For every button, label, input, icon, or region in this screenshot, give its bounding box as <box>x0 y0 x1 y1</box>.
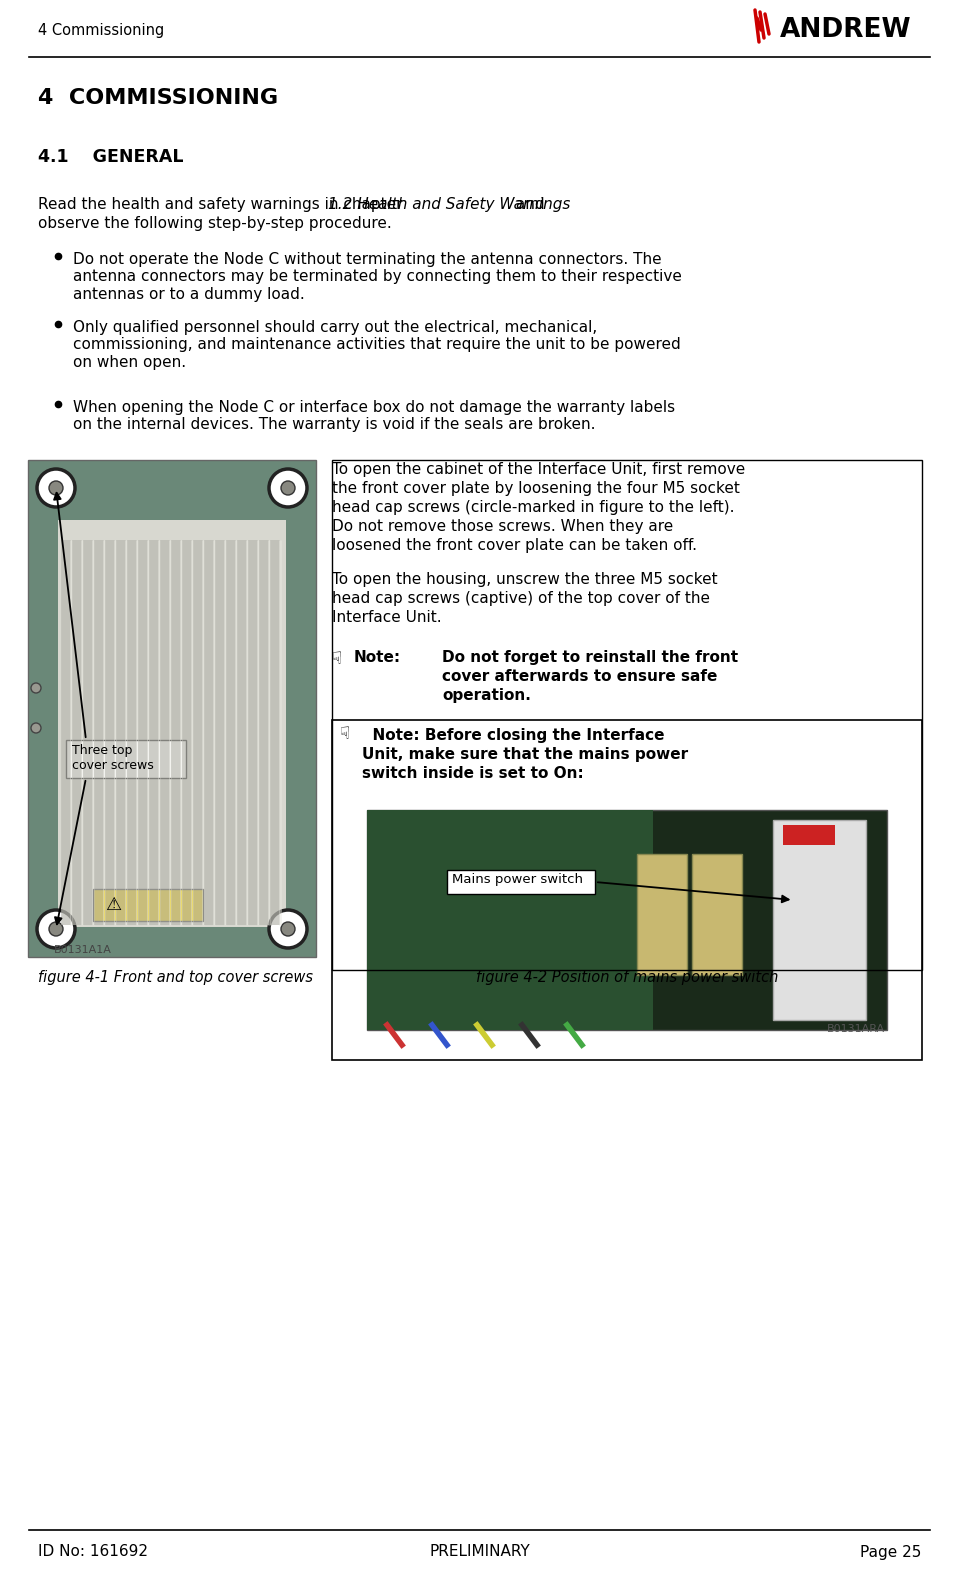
Circle shape <box>281 923 295 935</box>
Bar <box>783 825 835 846</box>
Text: operation.: operation. <box>442 689 531 703</box>
Text: figure 4-2 Position of mains power switch: figure 4-2 Position of mains power switc… <box>476 970 778 986</box>
Text: Interface Unit.: Interface Unit. <box>332 610 442 626</box>
Text: Mains power switch: Mains power switch <box>452 872 583 887</box>
Text: 4.1    GENERAL: 4.1 GENERAL <box>38 148 183 167</box>
Text: .: . <box>870 24 875 38</box>
Bar <box>58 520 286 927</box>
Text: 1.2 Health and Safety Warnings: 1.2 Health and Safety Warnings <box>328 196 571 212</box>
Circle shape <box>49 481 63 495</box>
Text: Do not remove those screws. When they are: Do not remove those screws. When they ar… <box>332 519 673 534</box>
Text: 4  COMMISSIONING: 4 COMMISSIONING <box>38 88 278 108</box>
Bar <box>93 890 203 921</box>
Text: ID No: 161692: ID No: 161692 <box>38 1545 148 1559</box>
Circle shape <box>37 910 75 948</box>
Text: ⚠: ⚠ <box>105 896 121 913</box>
Text: Page 25: Page 25 <box>859 1545 921 1559</box>
Text: 4 Commissioning: 4 Commissioning <box>38 22 164 38</box>
Circle shape <box>31 682 41 693</box>
Circle shape <box>49 923 63 935</box>
Circle shape <box>37 468 75 508</box>
Text: Do not forget to reinstall the front: Do not forget to reinstall the front <box>442 649 738 665</box>
Text: and: and <box>511 196 545 212</box>
Text: When opening the Node C or interface box do not damage the warranty labels
on th: When opening the Node C or interface box… <box>73 399 675 432</box>
Bar <box>367 810 887 1030</box>
Text: switch inside is set to On:: switch inside is set to On: <box>362 766 584 781</box>
Text: Only qualified personnel should carry out the electrical, mechanical,
commission: Only qualified personnel should carry ou… <box>73 321 681 369</box>
Text: Note:: Note: <box>354 649 401 665</box>
Bar <box>332 720 922 1060</box>
Text: To open the cabinet of the Interface Unit, first remove: To open the cabinet of the Interface Uni… <box>332 462 745 476</box>
Bar <box>332 461 922 970</box>
Bar <box>638 854 688 975</box>
Text: ☟: ☟ <box>340 725 350 744</box>
Text: head cap screws (captive) of the top cover of the: head cap screws (captive) of the top cov… <box>332 591 710 605</box>
Bar <box>447 869 595 894</box>
Text: Note: Before closing the Interface: Note: Before closing the Interface <box>362 728 665 744</box>
Text: ☟: ☟ <box>332 649 342 668</box>
Text: PRELIMINARY: PRELIMINARY <box>430 1545 530 1559</box>
Bar <box>692 854 742 975</box>
Text: head cap screws (circle-marked in figure to the left).: head cap screws (circle-marked in figure… <box>332 500 735 516</box>
Text: Three top
cover screws: Three top cover screws <box>72 744 153 772</box>
Text: figure 4-1 Front and top cover screws: figure 4-1 Front and top cover screws <box>38 970 313 986</box>
Circle shape <box>281 481 295 495</box>
Text: B0131ARA: B0131ARA <box>827 1023 885 1034</box>
Circle shape <box>31 723 41 733</box>
Text: the front cover plate by loosening the four M5 socket: the front cover plate by loosening the f… <box>332 481 740 497</box>
Text: Read the health and safety warnings in chapter: Read the health and safety warnings in c… <box>38 196 408 212</box>
Text: Do not operate the Node C without terminating the antenna connectors. The
antenn: Do not operate the Node C without termin… <box>73 252 682 302</box>
Bar <box>773 821 866 1020</box>
Text: Unit, make sure that the mains power: Unit, make sure that the mains power <box>362 747 689 762</box>
Text: observe the following step-by-step procedure.: observe the following step-by-step proce… <box>38 215 391 231</box>
Bar <box>66 740 186 778</box>
Text: cover afterwards to ensure safe: cover afterwards to ensure safe <box>442 670 717 684</box>
Bar <box>28 461 316 957</box>
Text: ANDREW: ANDREW <box>780 17 912 42</box>
Text: loosened the front cover plate can be taken off.: loosened the front cover plate can be ta… <box>332 538 697 553</box>
Text: B0131A1A: B0131A1A <box>54 945 112 956</box>
Text: To open the housing, unscrew the three M5 socket: To open the housing, unscrew the three M… <box>332 572 717 586</box>
Circle shape <box>269 468 307 508</box>
Bar <box>367 810 653 1030</box>
Circle shape <box>269 910 307 948</box>
